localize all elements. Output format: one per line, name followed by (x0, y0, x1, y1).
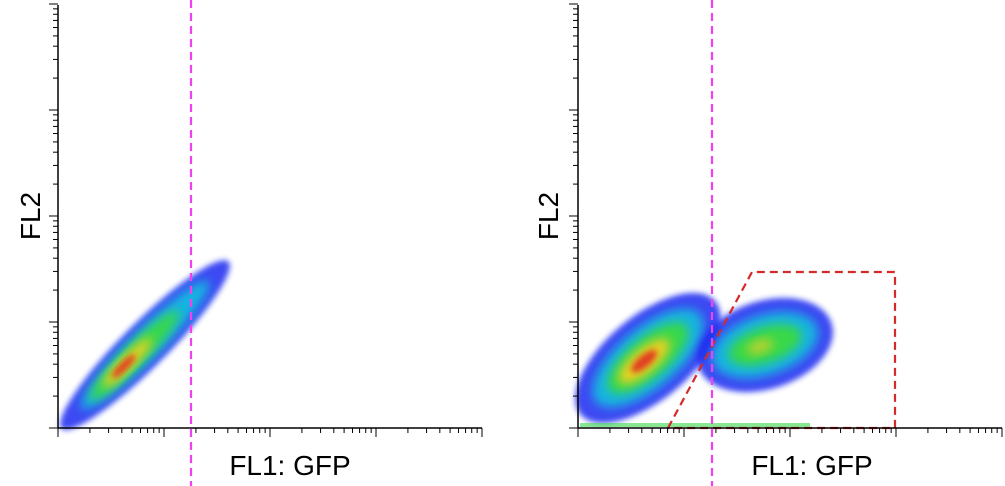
baseline-events (580, 423, 810, 427)
y-axis-label: FL2 (15, 192, 46, 240)
y-axis-label: FL2 (533, 192, 564, 240)
density-cloud (60, 260, 230, 430)
x-axis-label: FL1: GFP (229, 450, 350, 481)
axes (49, 3, 1003, 437)
density-cloud (575, 292, 833, 427)
x-axis-label: FL1: GFP (751, 450, 872, 481)
